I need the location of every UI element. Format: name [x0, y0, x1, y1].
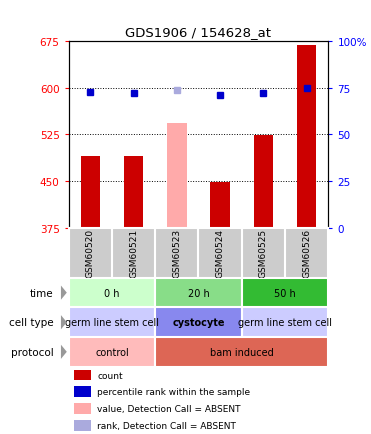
Text: time: time — [30, 288, 54, 298]
Bar — [74, 420, 91, 431]
Polygon shape — [61, 316, 67, 329]
Bar — [69, 278, 155, 308]
Text: germ line stem cell: germ line stem cell — [65, 318, 159, 327]
Text: rank, Detection Call = ABSENT: rank, Detection Call = ABSENT — [97, 421, 236, 430]
Text: percentile rank within the sample: percentile rank within the sample — [97, 388, 250, 396]
Text: 20 h: 20 h — [188, 288, 209, 298]
Polygon shape — [61, 286, 67, 300]
Bar — [210, 182, 230, 228]
Text: cystocyte: cystocyte — [172, 318, 225, 327]
Bar — [155, 278, 242, 308]
Bar — [254, 135, 273, 228]
Bar — [242, 308, 328, 337]
Text: protocol: protocol — [11, 347, 54, 357]
Text: value, Detection Call = ABSENT: value, Detection Call = ABSENT — [97, 404, 241, 413]
Text: bam induced: bam induced — [210, 347, 274, 357]
Text: 0 h: 0 h — [104, 288, 120, 298]
Text: count: count — [97, 371, 123, 380]
Bar — [74, 403, 91, 414]
Text: GSM60524: GSM60524 — [216, 229, 224, 278]
Bar — [242, 278, 328, 308]
Text: control: control — [95, 347, 129, 357]
Bar — [81, 157, 100, 228]
Bar — [155, 337, 328, 367]
Bar — [74, 387, 91, 398]
Text: GSM60521: GSM60521 — [129, 229, 138, 278]
Bar — [69, 337, 155, 367]
Text: GSM60525: GSM60525 — [259, 229, 268, 278]
Text: cell type: cell type — [9, 318, 54, 327]
Text: 50 h: 50 h — [274, 288, 296, 298]
Bar — [124, 157, 143, 228]
Bar — [69, 308, 155, 337]
Title: GDS1906 / 154628_at: GDS1906 / 154628_at — [125, 26, 272, 39]
Text: germ line stem cell: germ line stem cell — [238, 318, 332, 327]
Polygon shape — [61, 345, 67, 359]
Text: GSM60520: GSM60520 — [86, 229, 95, 278]
Bar — [74, 370, 91, 381]
Bar — [297, 46, 316, 228]
Text: GSM60523: GSM60523 — [173, 229, 181, 278]
Bar — [155, 308, 242, 337]
Text: GSM60526: GSM60526 — [302, 229, 311, 278]
Bar — [167, 124, 187, 228]
